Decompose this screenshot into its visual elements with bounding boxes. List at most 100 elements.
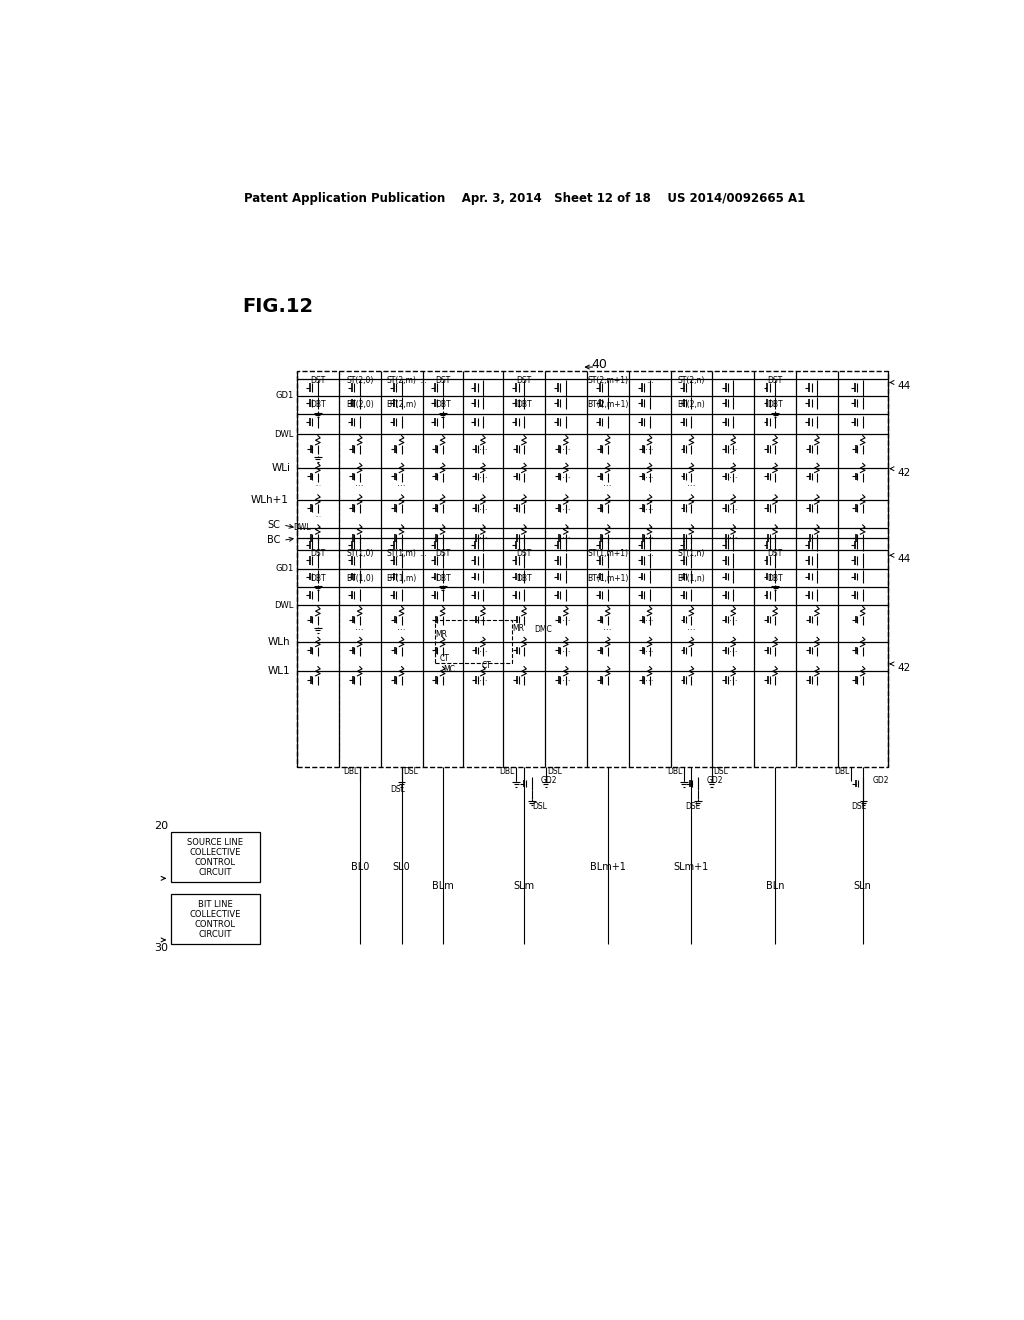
Bar [297,371,888,767]
Text: ...: ... [645,531,654,540]
Text: ST(2,n): ST(2,n) [678,376,706,385]
Text: ...: ... [561,614,570,623]
Text: BLm+1: BLm+1 [590,862,626,871]
Text: 44: 44 [898,554,910,564]
Text: 44: 44 [898,381,910,391]
Text: ...: ... [478,645,487,655]
Text: ST(2,m+1): ST(2,m+1) [587,376,629,385]
Text: ...: ... [561,444,570,453]
Text: ...: ... [397,623,406,632]
Text: ...: ... [478,471,487,480]
Text: ...: ... [729,645,737,655]
Text: DBT: DBT [516,400,531,409]
Text: ...: ... [314,511,322,519]
Bar [171,894,260,944]
Text: SLm: SLm [513,880,535,891]
Text: ...: ... [729,614,737,623]
Text: CIRCUIT: CIRCUIT [199,931,231,939]
Text: ...: ... [478,614,487,623]
Text: ...: ... [561,471,570,480]
Text: DSL: DSL [547,767,562,776]
Text: ...: ... [645,471,654,480]
Text: BT(1,n): BT(1,n) [678,574,706,582]
Text: BT(2,m+1): BT(2,m+1) [587,400,629,409]
Text: 30: 30 [155,942,168,953]
Text: ...: ... [603,623,612,632]
Text: ...: ... [478,503,487,512]
Text: DST: DST [768,376,782,385]
Text: ...: ... [729,675,737,684]
Text: DST: DST [435,549,451,558]
Text: ...: ... [478,444,487,453]
Text: DBL: DBL [835,767,850,776]
Text: ...: ... [420,376,427,385]
Text: CONTROL: CONTROL [195,858,236,867]
Text: ...: ... [645,503,654,512]
Text: GD1: GD1 [275,391,294,400]
Text: ...: ... [646,549,653,558]
Text: 42: 42 [898,663,910,673]
Text: DWL: DWL [293,524,311,532]
Text: WLh: WLh [268,638,291,647]
Text: DBT: DBT [767,574,783,582]
Text: ...: ... [729,503,737,512]
Text: WLi: WLi [271,463,291,473]
Text: BT(1,m+1): BT(1,m+1) [587,574,629,582]
Text: ...: ... [645,444,654,453]
Text: DSL: DSL [532,803,547,812]
Text: DSL: DSL [851,803,866,812]
Text: 40: 40 [591,358,607,371]
Text: DBT: DBT [767,400,783,409]
Text: GD2: GD2 [872,776,889,785]
Text: ...: ... [729,531,737,540]
Text: ...: ... [561,531,570,540]
Text: BC: BC [266,536,280,545]
Text: SLn: SLn [854,880,871,891]
Text: ...: ... [314,479,322,488]
Bar [171,832,260,882]
Text: DSL: DSL [713,767,728,776]
Text: BLn: BLn [766,880,784,891]
Text: DST: DST [435,376,451,385]
Text: CONTROL: CONTROL [195,920,236,929]
Text: DSL: DSL [685,803,700,812]
Text: CT: CT [439,655,450,664]
Text: SL0: SL0 [392,862,411,871]
Text: DWL: DWL [274,601,294,610]
Text: ...: ... [687,479,695,488]
Text: ...: ... [397,479,406,488]
Text: ...: ... [645,645,654,655]
Text: ...: ... [645,614,654,623]
Text: ST(1,m+1): ST(1,m+1) [587,549,629,558]
Text: ...: ... [561,503,570,512]
Text: ST(1,0): ST(1,0) [346,549,374,558]
Text: SC: SC [267,520,280,529]
Text: MR: MR [435,630,447,639]
Text: DSL: DSL [390,785,406,795]
Text: BLm: BLm [432,880,454,891]
Text: BT(1,m): BT(1,m) [386,574,417,582]
Text: ...: ... [561,645,570,655]
Text: BT(1,0): BT(1,0) [346,574,374,582]
Text: DWL: DWL [274,429,294,438]
Text: SLm+1: SLm+1 [674,862,709,871]
Text: CIRCUIT: CIRCUIT [199,869,231,878]
Text: FIG.12: FIG.12 [243,297,313,315]
Text: ...: ... [355,623,365,632]
Text: BT(2,0): BT(2,0) [346,400,374,409]
Text: BT(2,n): BT(2,n) [678,400,706,409]
Text: GD2: GD2 [541,776,558,785]
Text: DBL: DBL [343,767,358,776]
Text: WL1: WL1 [268,667,291,676]
Text: BIT LINE: BIT LINE [198,900,232,909]
Text: ST(2,m): ST(2,m) [387,376,417,385]
Text: ...: ... [561,675,570,684]
Text: MR: MR [512,623,524,632]
Text: DMC: DMC [535,626,552,634]
Text: DST: DST [310,376,326,385]
Text: BT(2,m): BT(2,m) [386,400,417,409]
Text: DST: DST [768,549,782,558]
Text: ...: ... [645,675,654,684]
Text: DSL: DSL [403,767,418,776]
Text: ...: ... [646,376,653,385]
